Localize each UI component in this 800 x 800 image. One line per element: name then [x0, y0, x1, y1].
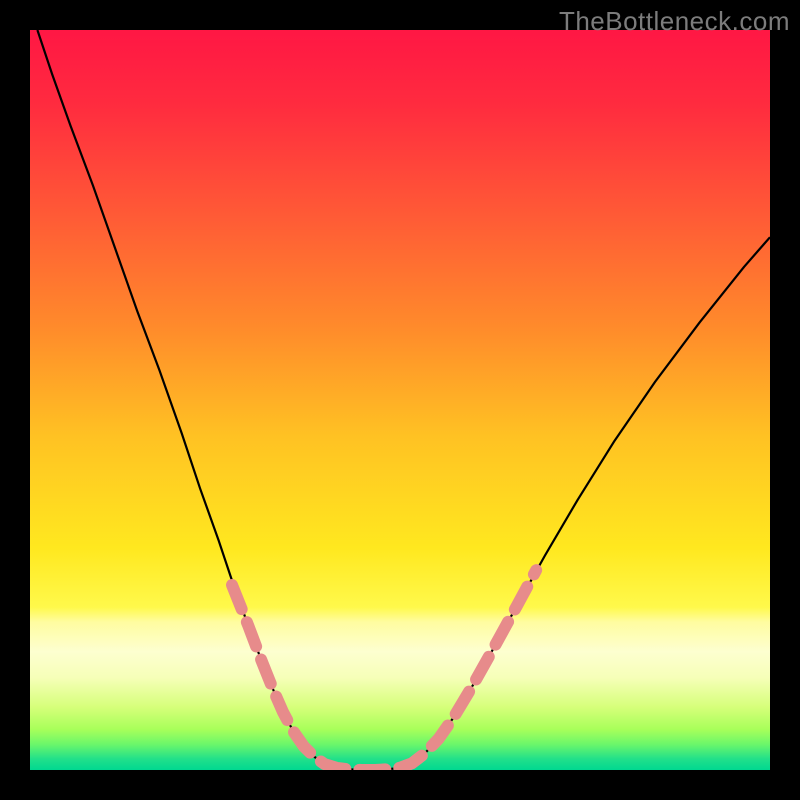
plot-area — [30, 30, 770, 770]
chart-svg — [30, 30, 770, 770]
watermark-text: TheBottleneck.com — [559, 6, 790, 37]
